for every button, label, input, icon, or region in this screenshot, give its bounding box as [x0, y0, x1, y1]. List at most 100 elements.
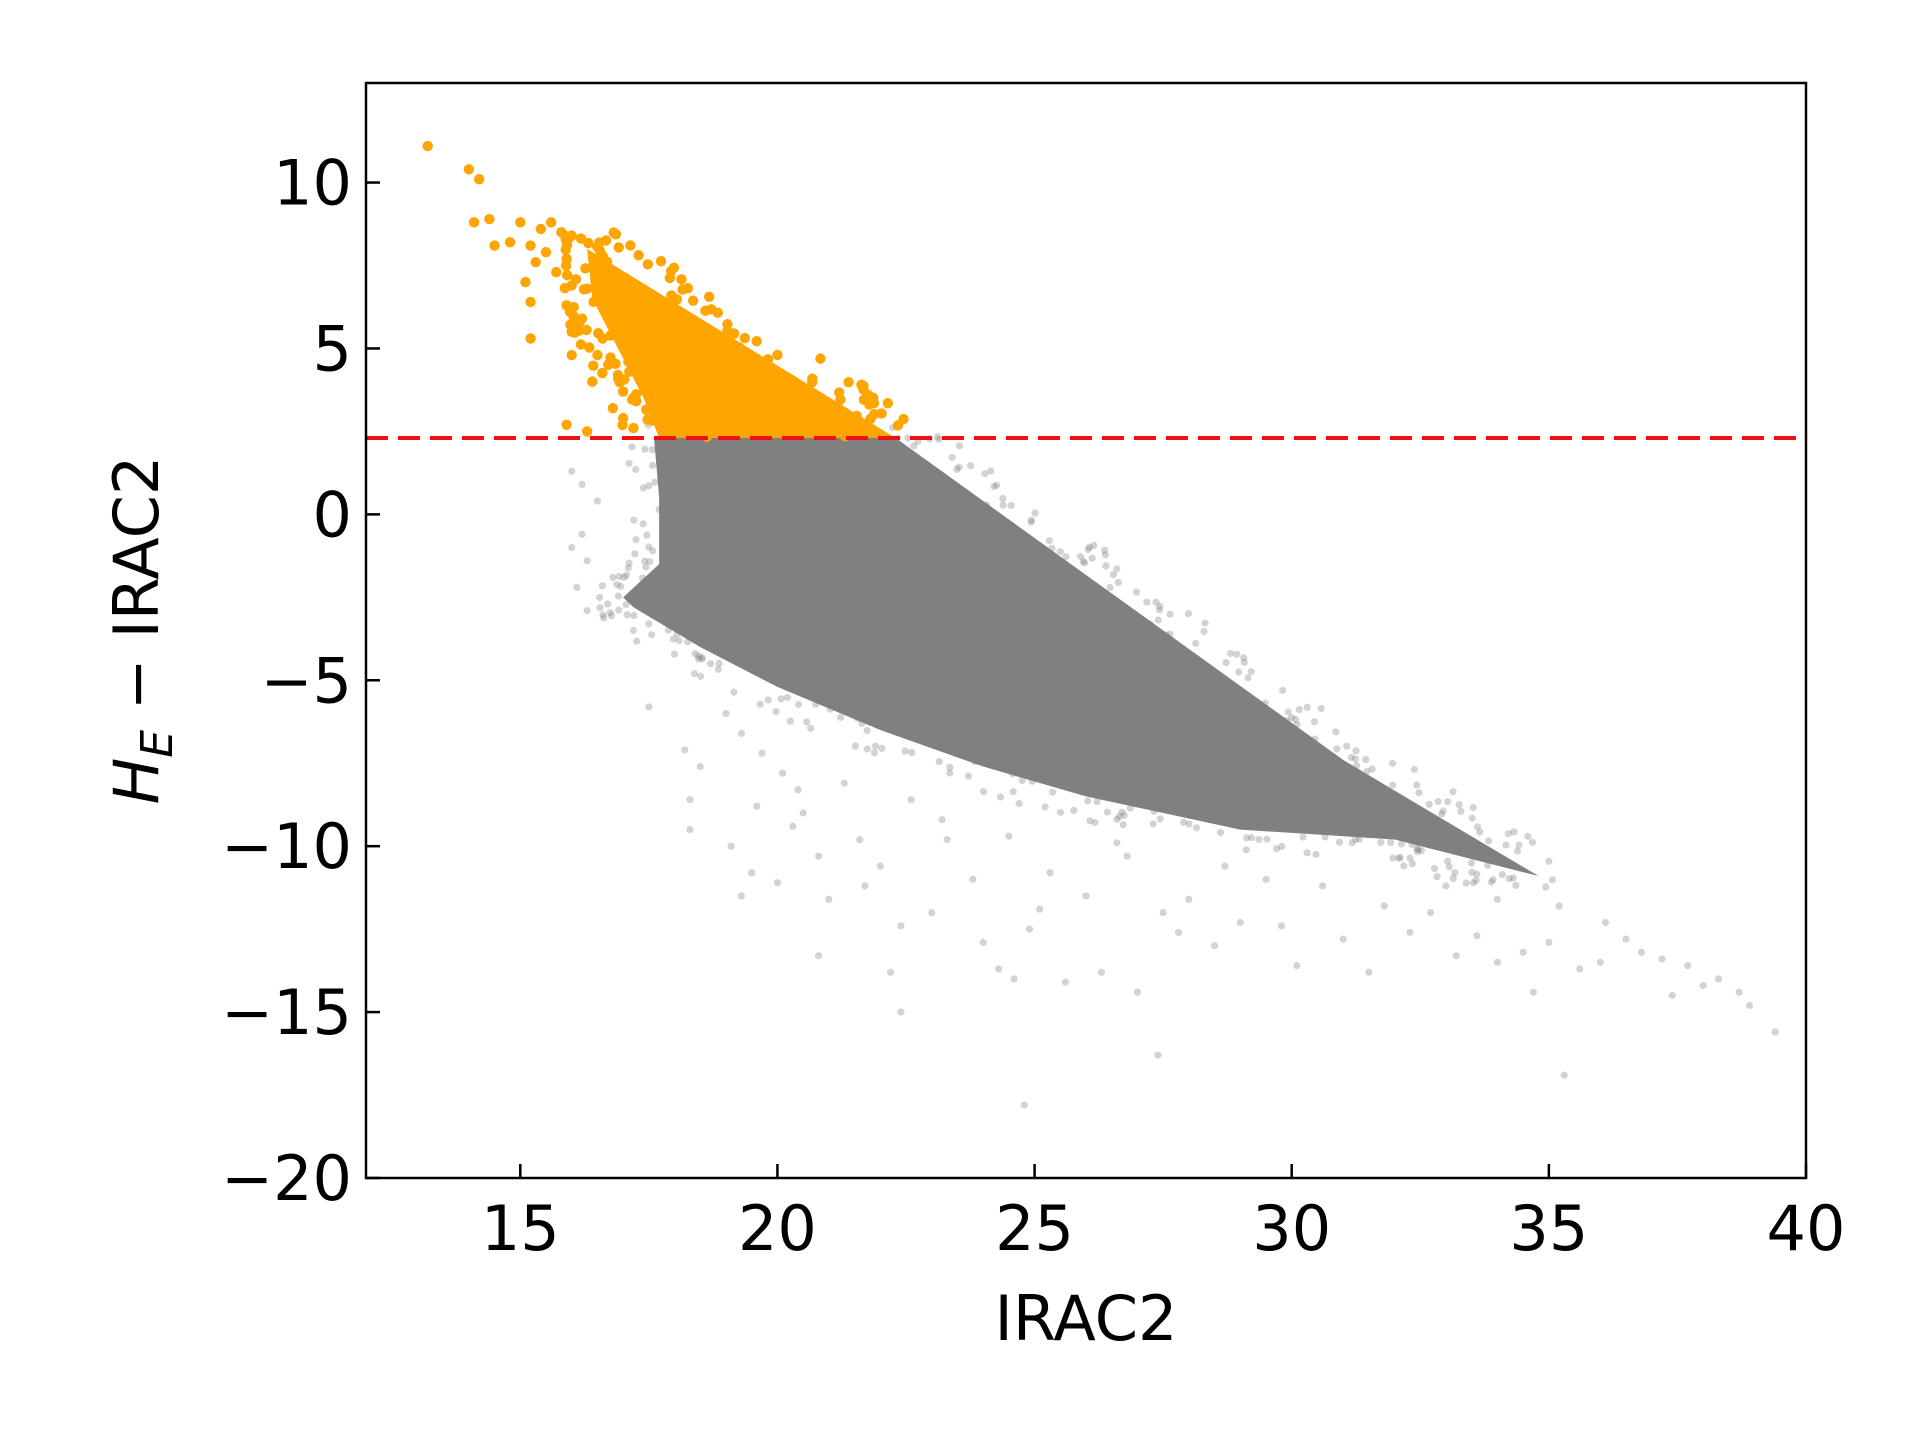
scatter-point: [1380, 902, 1388, 910]
scatter-point: [1247, 667, 1255, 676]
scatter-point: [630, 611, 638, 620]
scatter-point: [1284, 708, 1292, 716]
scatter-point: [568, 543, 576, 552]
scatter-point: [1155, 606, 1163, 614]
scatter-point: [948, 598, 957, 607]
scatter-point: [663, 520, 671, 528]
scatter-point: [1231, 722, 1239, 731]
scatter-point: [809, 452, 817, 460]
scatter-point: [878, 570, 886, 578]
scatter-point: [743, 552, 751, 561]
scatter-point: [828, 679, 836, 687]
scatter-point: [1449, 788, 1457, 796]
scatter-point: [1113, 815, 1121, 823]
scatter-point: [877, 441, 885, 449]
scatter-point: [825, 895, 833, 903]
scatter-point: [797, 644, 806, 652]
scatter-point: [697, 653, 706, 662]
scatter-point: [1434, 798, 1442, 806]
scatter-point: [630, 516, 638, 524]
scatter-point: [681, 746, 689, 754]
scatter-point: [734, 342, 745, 353]
scatter-point: [625, 459, 633, 467]
scatter-point: [998, 546, 1006, 554]
scatter-point: [1303, 849, 1311, 857]
scatter-point: [1352, 835, 1360, 844]
scatter-point: [1048, 544, 1056, 552]
scatter-point: [605, 330, 616, 341]
scatter-point: [686, 825, 694, 834]
scatter-point: [484, 213, 495, 225]
scatter-point: [719, 593, 728, 602]
scatter-point: [737, 892, 746, 900]
scatter-point: [1244, 777, 1252, 785]
scatter-point: [1020, 1101, 1028, 1109]
scatter-point: [812, 700, 820, 708]
scatter-point: [580, 263, 591, 274]
scatter-point: [622, 600, 630, 609]
scatter-point: [814, 952, 823, 960]
scatter-point: [639, 484, 648, 492]
scatter-point: [835, 476, 844, 484]
scatter-point: [515, 217, 526, 228]
scatter-point: [1343, 742, 1351, 750]
scatter-point: [1400, 862, 1408, 870]
scatter-point: [1166, 630, 1174, 638]
scatter-point: [676, 274, 687, 285]
scatter-point: [956, 509, 964, 517]
scatter-point: [1161, 656, 1170, 665]
scatter-point: [1221, 862, 1229, 870]
scatter-point: [1410, 765, 1418, 773]
scatter-point: [1293, 720, 1301, 729]
scatter-point: [886, 968, 895, 976]
scatter-point: [1084, 797, 1092, 805]
scatter-point: [735, 550, 743, 559]
scatter-point: [840, 779, 848, 787]
scatter-point: [647, 415, 658, 426]
scatter-point: [617, 412, 629, 424]
scatter-point: [789, 402, 800, 414]
scatter-point: [964, 772, 972, 780]
scatter-point: [1192, 824, 1201, 832]
scatter-point: [653, 602, 661, 610]
scatter-point: [641, 557, 649, 565]
scatter-point: [1243, 834, 1251, 842]
scatter-point: [739, 332, 751, 344]
plot-area: [366, 140, 1806, 1109]
scatter-point: [610, 229, 622, 240]
scatter-point: [1045, 574, 1053, 582]
scatter-point: [1332, 728, 1340, 736]
scatter-point: [751, 335, 762, 347]
scatter-point: [1003, 730, 1012, 738]
scatter-point: [1115, 812, 1124, 821]
scatter-point: [628, 443, 636, 451]
y-tick-label: −10: [221, 810, 352, 883]
scatter-point: [835, 474, 844, 482]
scatter-point: [777, 695, 785, 703]
scatter-point: [1156, 602, 1164, 610]
scatter-point: [1515, 841, 1523, 849]
scatter-point: [1394, 821, 1402, 829]
scatter-point: [1196, 802, 1204, 810]
scatter-point: [603, 359, 614, 370]
scatter-point: [683, 501, 691, 509]
scatter-point: [789, 822, 797, 830]
scatter-point: [851, 742, 860, 750]
scatter-point: [646, 557, 654, 566]
scatter-point: [1386, 838, 1395, 847]
scatter-point: [877, 612, 885, 621]
scatter-point: [979, 696, 988, 704]
scatter-point: [701, 480, 709, 488]
scatter-point: [718, 551, 726, 559]
scatter-point: [1201, 619, 1209, 627]
scatter-point: [1117, 662, 1125, 670]
scatter-point: [938, 816, 946, 824]
scatter-point: [691, 577, 699, 585]
scatter-point: [803, 718, 811, 726]
scatter-point: [1161, 724, 1169, 732]
scatter-point: [870, 749, 879, 757]
scatter-point: [1528, 838, 1537, 846]
scatter-point: [851, 410, 862, 422]
scatter-point: [1303, 703, 1311, 711]
scatter-point: [1287, 714, 1296, 722]
